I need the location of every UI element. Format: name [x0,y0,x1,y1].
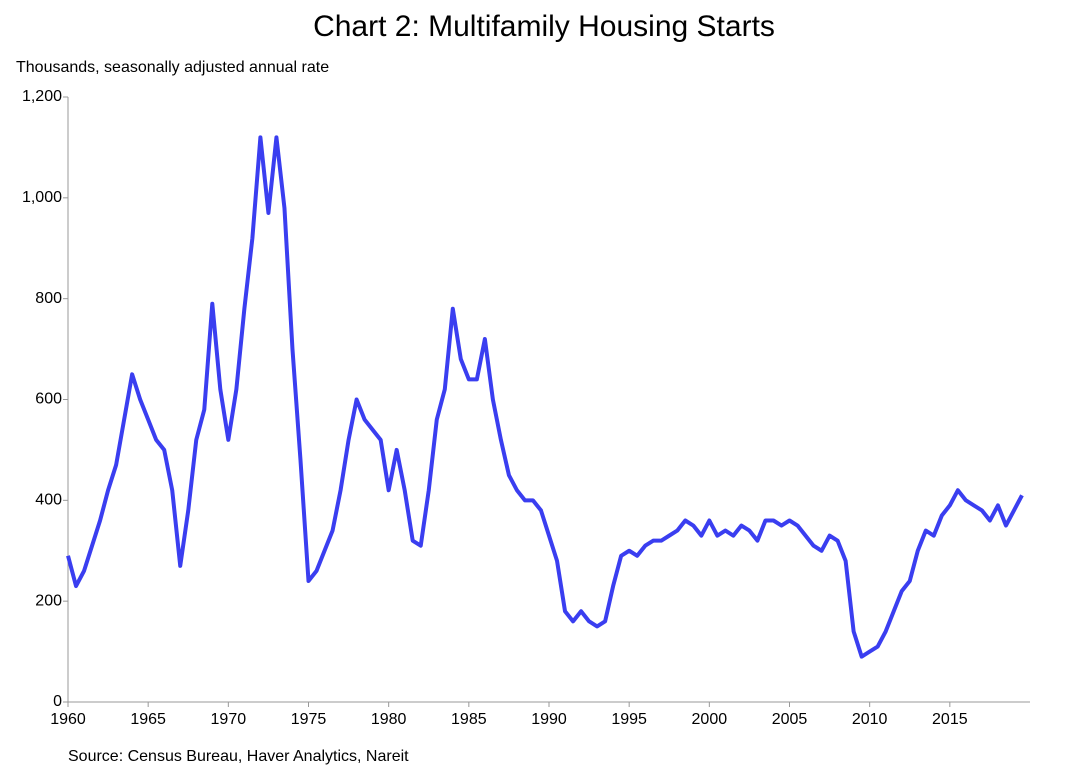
x-tick-label: 1970 [211,711,247,728]
x-tick-label: 1975 [291,711,327,728]
y-tick-label: 0 [53,693,62,710]
x-tick-label: 1980 [371,711,407,728]
x-tick-label: 1985 [451,711,487,728]
x-tick-label: 2000 [692,711,728,728]
y-tick-label: 1,200 [22,88,62,105]
y-tick-label: 1,000 [22,189,62,206]
y-tick-label: 400 [35,492,62,509]
chart-title: Chart 2: Multifamily Housing Starts [313,10,775,43]
y-tick-label: 600 [35,391,62,408]
source: Source: Census Bureau, Haver Analytics, … [68,748,409,765]
x-tick-label: 1960 [50,711,86,728]
x-tick-label: 2005 [772,711,808,728]
x-tick-label: 2015 [932,711,968,728]
data-line [66,135,1024,659]
y-tick-label: 800 [35,290,62,307]
x-tick-label: 1965 [130,711,166,728]
x-tick-label: 1990 [531,711,567,728]
x-tick-label: 1995 [611,711,647,728]
y-tick-label: 200 [35,592,62,609]
subtitle: Thousands, seasonally adjusted annual ra… [16,59,329,76]
x-tick-label: 2010 [852,711,888,728]
